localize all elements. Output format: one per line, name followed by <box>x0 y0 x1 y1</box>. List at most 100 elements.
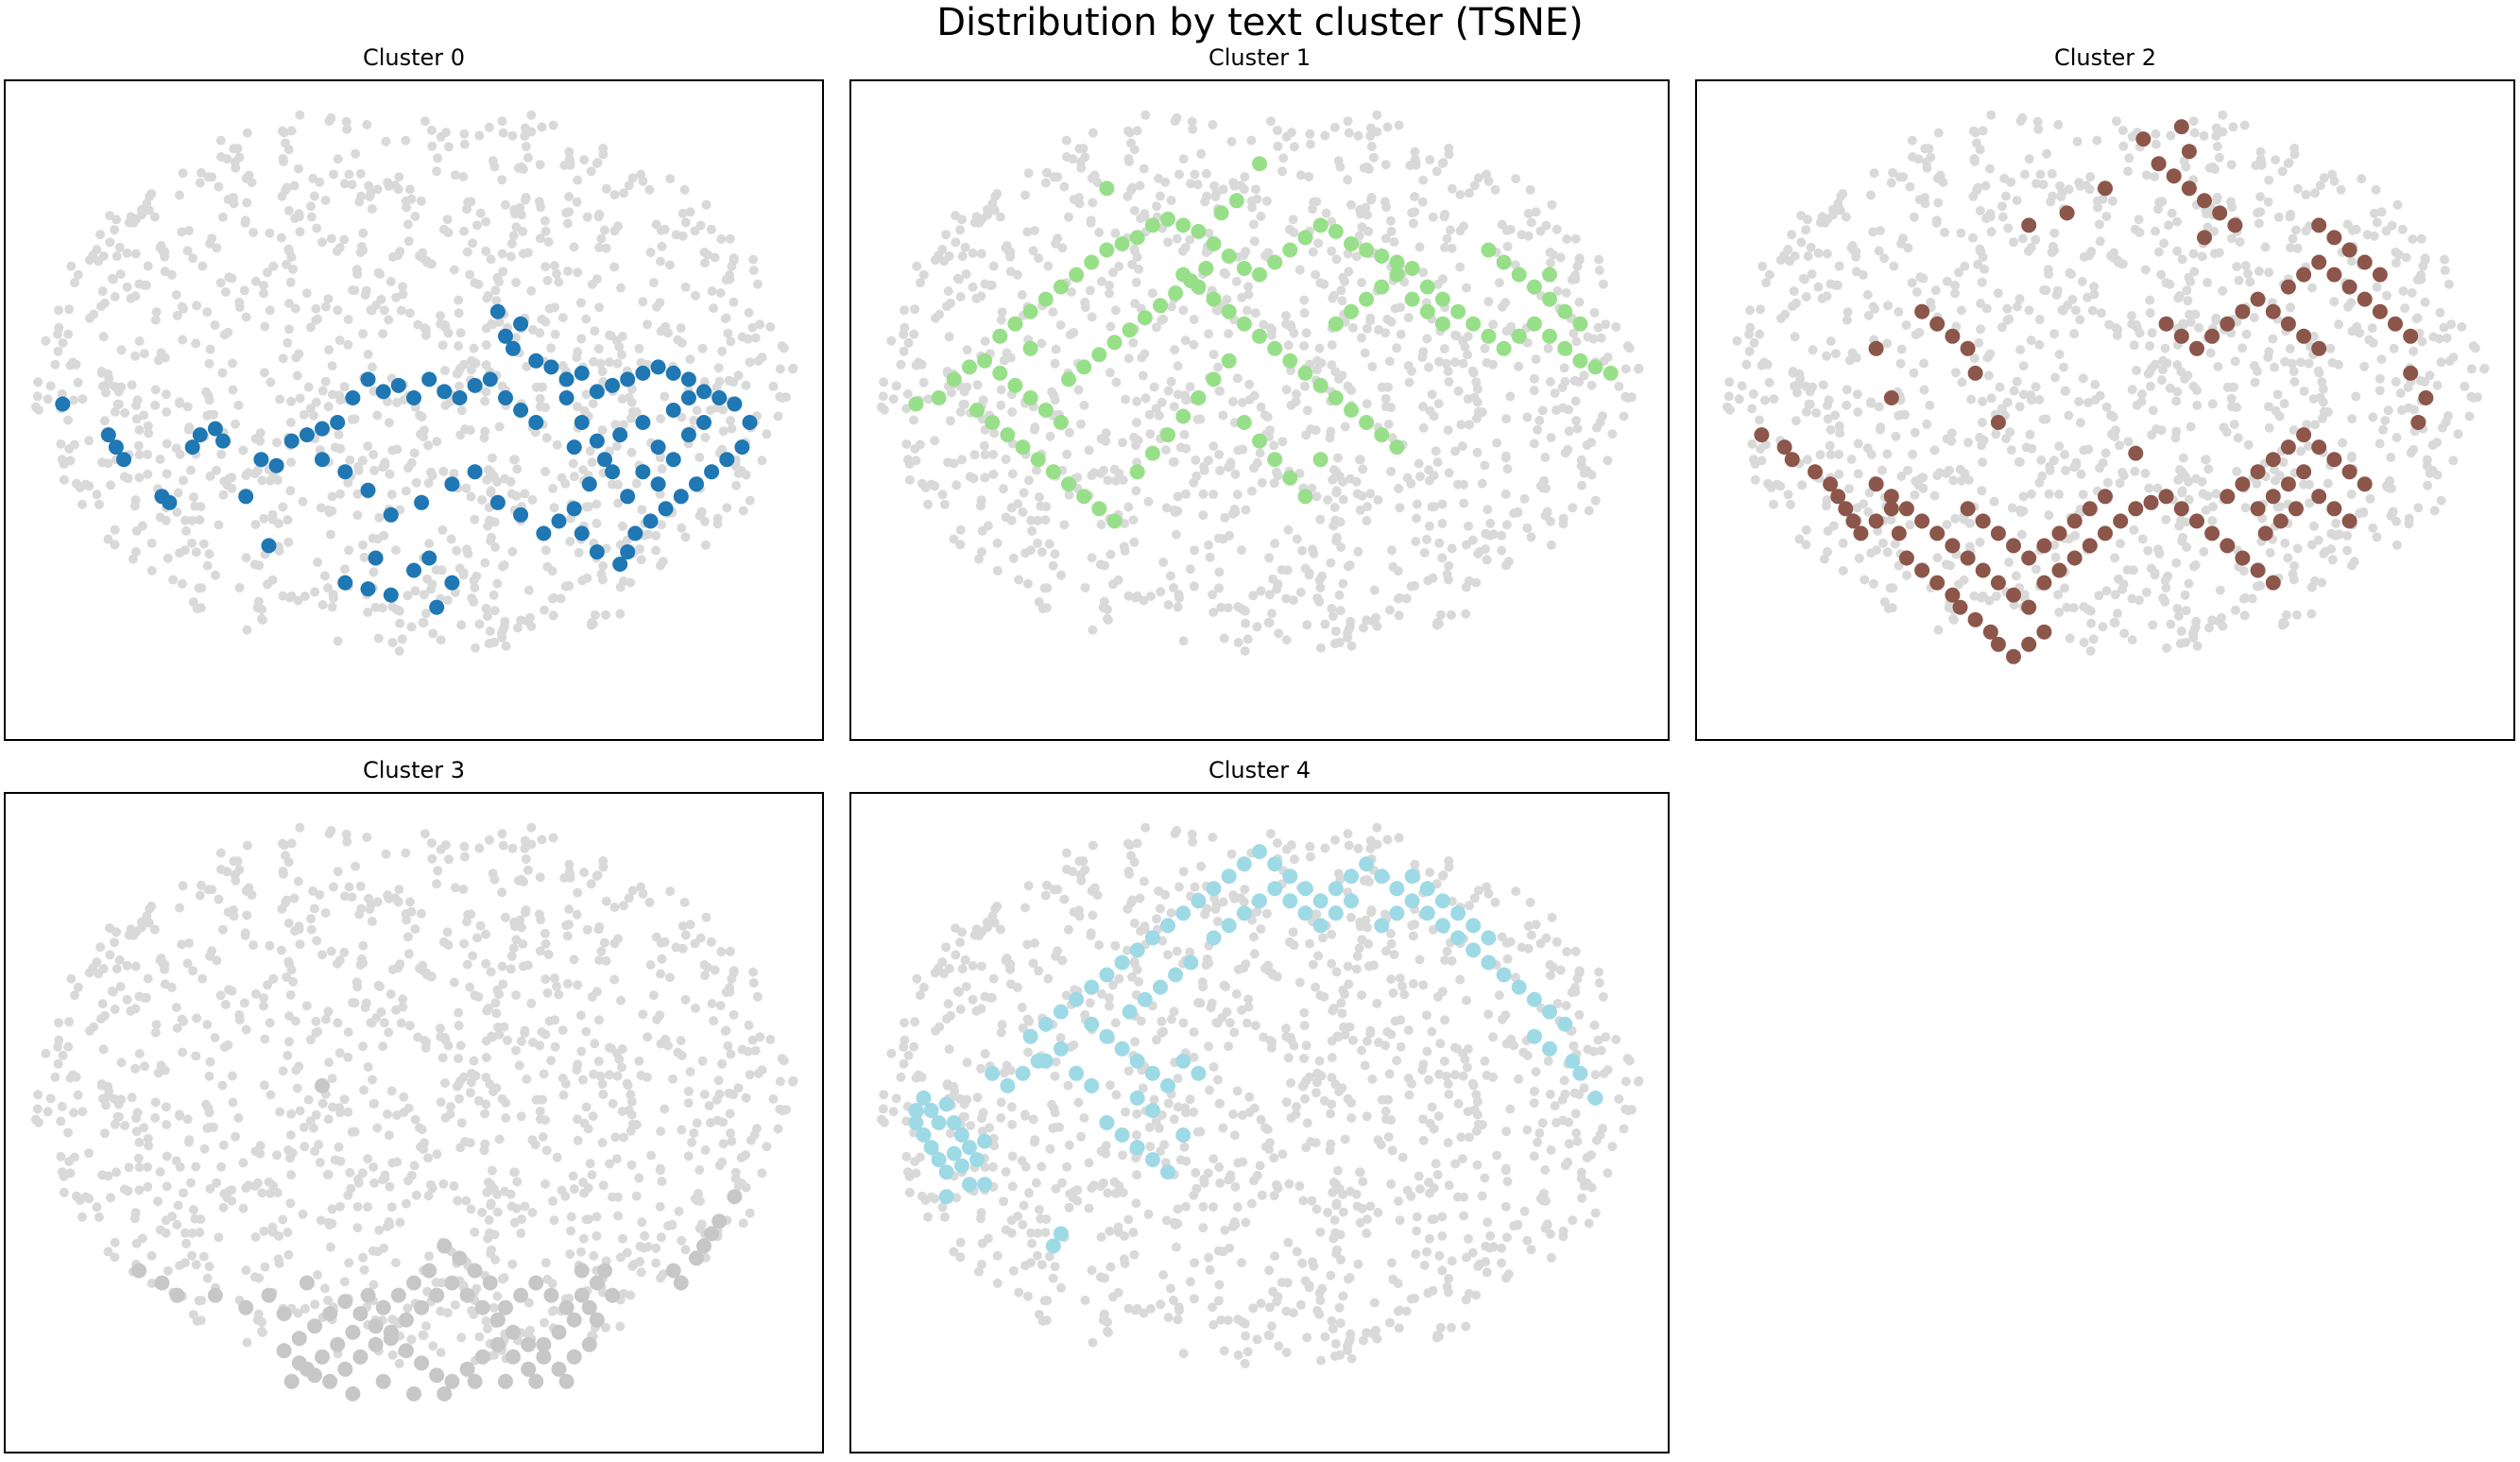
cluster-point <box>969 403 985 418</box>
background-point <box>105 211 115 221</box>
background-point <box>777 341 787 352</box>
background-point <box>420 1138 429 1148</box>
background-point <box>507 1259 518 1269</box>
background-point <box>1358 464 1368 474</box>
background-point <box>1059 520 1070 530</box>
background-point <box>2176 472 2186 482</box>
background-point <box>1006 515 1017 525</box>
background-point <box>398 994 408 1005</box>
background-point <box>677 208 688 218</box>
background-point <box>433 153 443 163</box>
background-point <box>358 228 369 238</box>
background-point <box>325 529 335 540</box>
background-point <box>257 1328 267 1337</box>
background-point <box>1418 422 1429 433</box>
background-point <box>442 215 453 225</box>
cluster-point <box>2296 464 2312 480</box>
background-point <box>1300 381 1310 391</box>
background-point <box>1080 152 1090 163</box>
cluster-point <box>2341 279 2357 295</box>
background-point <box>2173 611 2184 621</box>
background-point <box>215 990 226 1001</box>
background-point <box>562 267 573 276</box>
background-point <box>1571 416 1582 425</box>
cluster-point <box>566 439 582 456</box>
background-point <box>2367 323 2377 334</box>
background-point <box>1263 617 1274 628</box>
cluster-point <box>581 1336 597 1352</box>
background-point <box>1154 410 1164 421</box>
background-point <box>459 226 470 236</box>
background-point <box>2251 161 2261 170</box>
background-point <box>1101 428 1111 439</box>
background-point <box>485 626 495 636</box>
background-point <box>644 897 655 907</box>
background-point <box>2117 126 2128 135</box>
background-point <box>263 267 272 278</box>
background-point <box>142 911 152 921</box>
background-point <box>1166 196 1176 205</box>
background-point <box>546 1056 557 1066</box>
background-point <box>1843 307 1853 318</box>
background-point <box>1372 127 1382 137</box>
background-point <box>2171 558 2182 568</box>
cluster-point <box>276 1343 292 1359</box>
cluster-point <box>650 439 666 456</box>
background-point <box>757 1168 767 1178</box>
cluster-point <box>513 507 529 523</box>
background-point <box>84 436 94 446</box>
background-point <box>1343 632 1353 643</box>
cluster-point <box>1053 415 1069 430</box>
background-point <box>2150 570 2160 580</box>
background-point <box>2285 344 2295 353</box>
background-point <box>1396 329 1406 339</box>
background-point <box>733 468 744 478</box>
cluster-point <box>962 359 977 375</box>
background-point <box>706 224 716 234</box>
background-point <box>396 1018 406 1028</box>
background-point <box>1144 409 1155 420</box>
background-point <box>272 1150 282 1161</box>
background-point <box>638 297 648 307</box>
background-point <box>2160 343 2170 353</box>
background-point <box>1080 297 1090 307</box>
background-point <box>634 1173 644 1183</box>
background-point <box>1192 180 1203 190</box>
background-point <box>2049 329 2060 339</box>
cluster-point <box>665 403 681 418</box>
background-point <box>344 545 354 556</box>
background-point <box>2325 343 2336 353</box>
background-point <box>2127 635 2137 645</box>
background-point <box>1576 455 1586 465</box>
background-point <box>569 1184 579 1195</box>
background-point <box>224 272 234 283</box>
background-point <box>403 591 413 601</box>
background-point <box>1108 579 1118 590</box>
cluster-point <box>589 433 605 449</box>
background-point <box>1018 507 1028 517</box>
background-point <box>2192 401 2203 410</box>
background-point <box>308 173 318 183</box>
background-point <box>2425 370 2435 381</box>
background-point <box>369 465 380 475</box>
background-point <box>243 1180 253 1191</box>
background-point <box>404 308 415 318</box>
background-point <box>234 297 245 307</box>
background-point <box>2171 396 2182 406</box>
background-point <box>1795 373 1806 384</box>
background-point <box>58 337 68 348</box>
background-point <box>224 473 234 484</box>
background-point <box>1311 491 1322 502</box>
background-point <box>637 505 647 515</box>
background-point <box>279 840 289 851</box>
background-point <box>707 999 717 1008</box>
background-point <box>1766 483 1776 492</box>
background-point <box>474 843 485 853</box>
background-point <box>299 409 309 420</box>
background-point <box>1410 192 1420 202</box>
background-point <box>2319 548 2329 559</box>
background-point <box>306 914 316 924</box>
background-point <box>2177 254 2187 265</box>
cluster-point <box>1784 452 1800 468</box>
background-point <box>579 1188 589 1198</box>
